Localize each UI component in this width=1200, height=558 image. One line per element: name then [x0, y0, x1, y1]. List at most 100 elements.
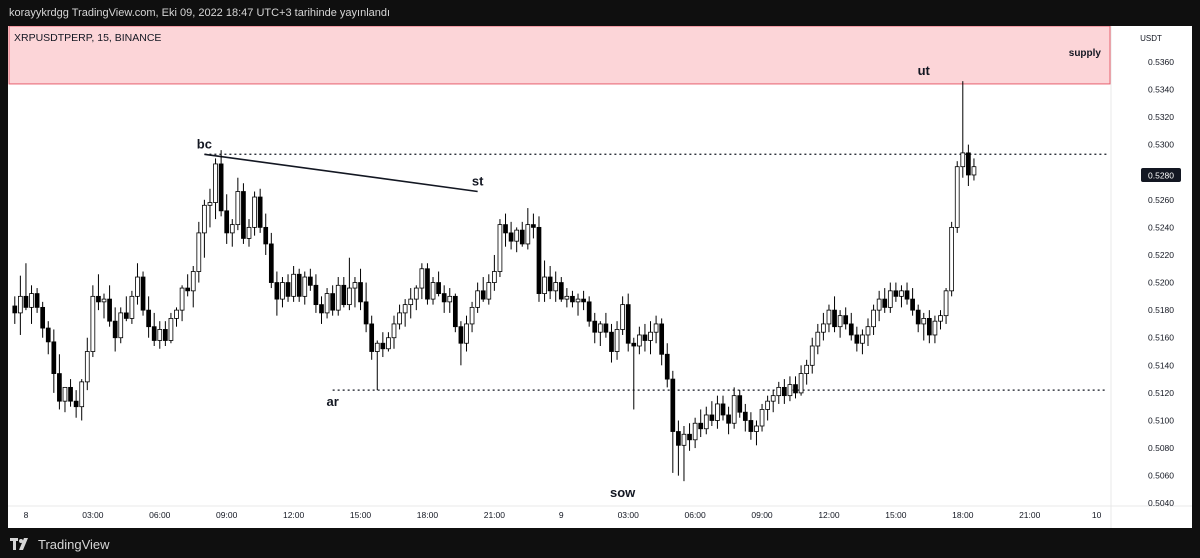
candle-body-down [45, 327, 51, 343]
candle [642, 323, 648, 352]
candle [112, 307, 118, 352]
candle-body-down [910, 298, 915, 311]
candle [765, 395, 770, 421]
candle-body-down [664, 353, 670, 380]
candle-body-down [508, 232, 514, 242]
candle [921, 312, 927, 341]
candle [687, 423, 692, 451]
candle-body-up [754, 425, 759, 432]
candle-body-up [90, 295, 96, 352]
candle [570, 290, 575, 308]
candle [29, 285, 34, 324]
candle-body-up [692, 422, 698, 441]
candle [871, 304, 876, 335]
candle [860, 329, 865, 355]
candle-body-up [776, 386, 782, 397]
candle [335, 277, 341, 316]
candle [386, 332, 391, 352]
candle [508, 221, 514, 250]
candle [469, 301, 475, 333]
candle-body-down [319, 304, 324, 314]
candle-body-up [514, 229, 520, 242]
candle [408, 288, 414, 319]
candle-body-down [151, 326, 157, 341]
annotation-ut[interactable]: ut [918, 63, 931, 78]
time-axis[interactable]: 8 03:00 06:00 09:00 12:00 15:00 18:00 21:00 9 03:… [24, 510, 1102, 520]
candle [241, 183, 246, 244]
candle-body-up [62, 386, 68, 402]
candle [84, 337, 90, 391]
candle [447, 288, 453, 313]
annotation-bc[interactable]: bc [197, 136, 212, 151]
candle [899, 285, 904, 308]
candle [865, 318, 871, 346]
candle-body-down [631, 342, 637, 347]
candle-body-up [949, 226, 954, 292]
candle [954, 161, 960, 233]
candle [252, 191, 257, 236]
annotation-st[interactable]: st [472, 174, 484, 189]
tradingview-logo-icon[interactable] [10, 538, 32, 550]
price-tick-label: 0.5320 [1148, 112, 1174, 122]
annotation-sow[interactable]: sow [610, 485, 636, 500]
candle-body-down [832, 309, 837, 328]
candle [915, 304, 921, 333]
candle [430, 277, 436, 305]
candle-body-down [609, 331, 614, 352]
candle [45, 321, 51, 355]
candle [369, 315, 375, 360]
candle-body-up [252, 196, 257, 228]
candle-body-down [966, 152, 971, 176]
candle-body-up [826, 309, 832, 325]
price-tick-label: 0.5080 [1148, 443, 1174, 453]
candle [163, 321, 168, 346]
candle-body-down [358, 282, 363, 303]
candle [224, 194, 230, 244]
symbol-legend[interactable]: XRPUSDTPERP, 15, BINANCE [14, 32, 161, 44]
annotation-supply[interactable]: supply [1069, 48, 1102, 59]
candle [129, 290, 135, 324]
candle-body-down [592, 320, 598, 333]
candle-body-down [369, 323, 375, 352]
annotation-ar[interactable]: ar [327, 394, 339, 409]
candle [542, 260, 547, 302]
chart-panel[interactable]: bc st ar sow ut supply 0.5040 0.5060 0.5080 0.51… [8, 25, 1192, 528]
candle [452, 293, 458, 333]
candle [57, 354, 62, 410]
candle [659, 318, 665, 366]
candle-body-down [40, 306, 46, 329]
price-tick-label: 0.5120 [1148, 388, 1174, 398]
candle [720, 395, 726, 421]
candle-body-down [642, 334, 648, 341]
supply-zone[interactable] [8, 25, 1111, 85]
footer-brand[interactable]: TradingView [38, 536, 110, 552]
candle [185, 274, 191, 297]
candle-body-up [213, 163, 218, 203]
candle-body-up [821, 323, 826, 333]
candle-body-up [954, 166, 960, 228]
time-tick-label: 12:00 [818, 510, 840, 520]
candle [603, 312, 609, 338]
candle-body-up [352, 282, 358, 289]
candle-body-up [809, 345, 815, 366]
time-tick-label: 09:00 [751, 510, 773, 520]
candle [519, 221, 525, 247]
candle-body-down [285, 282, 291, 297]
candle-body-down [313, 284, 319, 306]
candle [402, 299, 408, 327]
candle-body-up [397, 312, 402, 325]
candle-body-down [380, 342, 386, 350]
candle [486, 274, 492, 305]
trend-line-0[interactable] [204, 153, 478, 193]
candlestick-chart[interactable]: bc st ar sow ut supply 0.5040 0.5060 0.5080 0.51… [8, 25, 1192, 528]
candle-body-up [497, 224, 503, 272]
candle-body-down [570, 295, 575, 303]
candle-body-up [899, 290, 904, 297]
candle-body-up [837, 315, 843, 328]
candle-body-up [871, 309, 876, 328]
candle-body-up [129, 295, 135, 319]
price-axis[interactable]: 0.5040 0.5060 0.5080 0.5100 0.5120 0.5140 0.51… [1148, 57, 1174, 508]
candles-layer [12, 81, 977, 482]
candle [514, 227, 520, 253]
candle-body-down [547, 276, 553, 292]
